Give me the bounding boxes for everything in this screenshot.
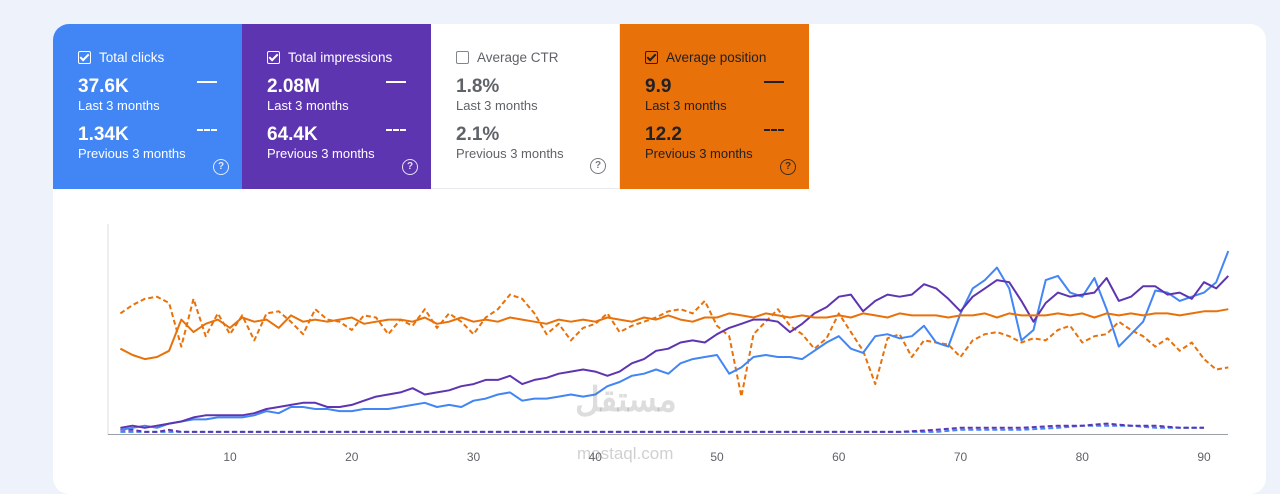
x-tick-label: 20 [345,450,359,464]
metric-current-value: 1.8% [456,76,500,97]
performance-card: Total clicks 37.6K Last 3 months 1.34K P… [53,24,1266,494]
metric-previous-value: 64.4K [267,124,318,145]
metric-previous-period: Previous 3 months [267,146,375,161]
x-tick-label: 70 [954,450,968,464]
metric-current-period: Last 3 months [456,98,538,113]
help-icon[interactable]: ? [213,159,229,175]
series-line-impressions_previous [120,422,1204,433]
metric-header: Total clicks [78,48,242,66]
metric-average-position[interactable]: Average position 9.9 Last 3 months 12.2 … [620,24,809,189]
x-tick-label: 60 [832,450,846,464]
metric-previous-value: 2.1% [456,124,500,145]
metric-header: Average CTR [456,48,619,66]
checkbox-icon[interactable] [456,50,469,64]
x-tick-labels: 10 20 30 40 50 60 70 80 90 [223,450,1211,464]
metric-header: Average position [645,48,809,66]
solid-line-legend-icon [197,81,217,83]
performance-line-chart[interactable]: 10 20 30 40 50 60 70 80 90 [53,214,1266,494]
metric-label: Average position [666,49,767,65]
solid-line-legend-icon [386,81,406,83]
metric-previous-value: 1.34K [78,124,129,145]
metric-current-value: 9.9 [645,76,672,97]
series-line-clicks_current [120,250,1230,431]
checkbox-icon[interactable] [267,50,280,64]
metric-tabs: Total clicks 37.6K Last 3 months 1.34K P… [53,24,809,189]
metric-label: Total impressions [288,49,393,65]
metric-current-period: Last 3 months [267,98,349,113]
solid-line-legend-icon [764,81,784,83]
series-line-impressions_current [120,275,1230,429]
series-layer [119,250,1230,433]
metric-current-value: 37.6K [78,76,129,97]
x-tick-label: 90 [1197,450,1211,464]
metric-current-period: Last 3 months [78,98,160,113]
dashed-line-legend-icon [764,129,784,131]
x-tick-label: 80 [1076,450,1090,464]
metric-previous-value: 12.2 [645,124,682,145]
x-tick-label: 50 [710,450,724,464]
metric-previous-period: Previous 3 months [645,146,753,161]
watermark-logo: مستقل [575,381,677,419]
dashed-line-legend-icon [197,129,217,131]
metric-total-impressions[interactable]: Total impressions 2.08M Last 3 months 64… [242,24,431,189]
help-icon[interactable]: ? [590,158,606,174]
series-line-position_previous [119,293,1229,398]
dashed-line-legend-icon [386,129,406,131]
checkbox-icon[interactable] [78,50,91,64]
x-tick-label: 30 [467,450,481,464]
metric-label: Average CTR [477,49,559,65]
metric-previous-period: Previous 3 months [78,146,186,161]
metric-total-clicks[interactable]: Total clicks 37.6K Last 3 months 1.34K P… [53,24,242,189]
watermark-text: mostaql.com [577,444,674,463]
series-line-position_current [119,308,1229,361]
x-tick-label: 10 [223,450,237,464]
metric-average-ctr[interactable]: Average CTR 1.8% Last 3 months 2.1% Prev… [431,24,620,189]
metric-current-period: Last 3 months [645,98,727,113]
metric-label: Total clicks [99,49,165,65]
help-icon[interactable]: ? [780,159,796,175]
metric-current-value: 2.08M [267,76,320,97]
help-icon[interactable]: ? [402,159,418,175]
checkbox-icon[interactable] [645,50,658,64]
metric-previous-period: Previous 3 months [456,146,564,161]
metric-header: Total impressions [267,48,431,66]
x-tick-label: 40 [589,450,603,464]
